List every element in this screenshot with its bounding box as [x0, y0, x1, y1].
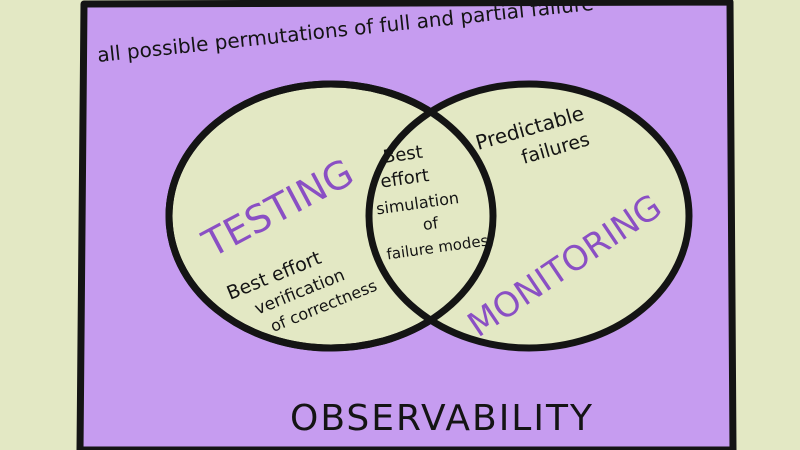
monitoring-circle [365, 80, 693, 352]
observability-label: OBSERVABILITY [290, 398, 594, 439]
testing-circle-outline [165, 80, 497, 352]
intersection-line-4: of [422, 213, 440, 234]
